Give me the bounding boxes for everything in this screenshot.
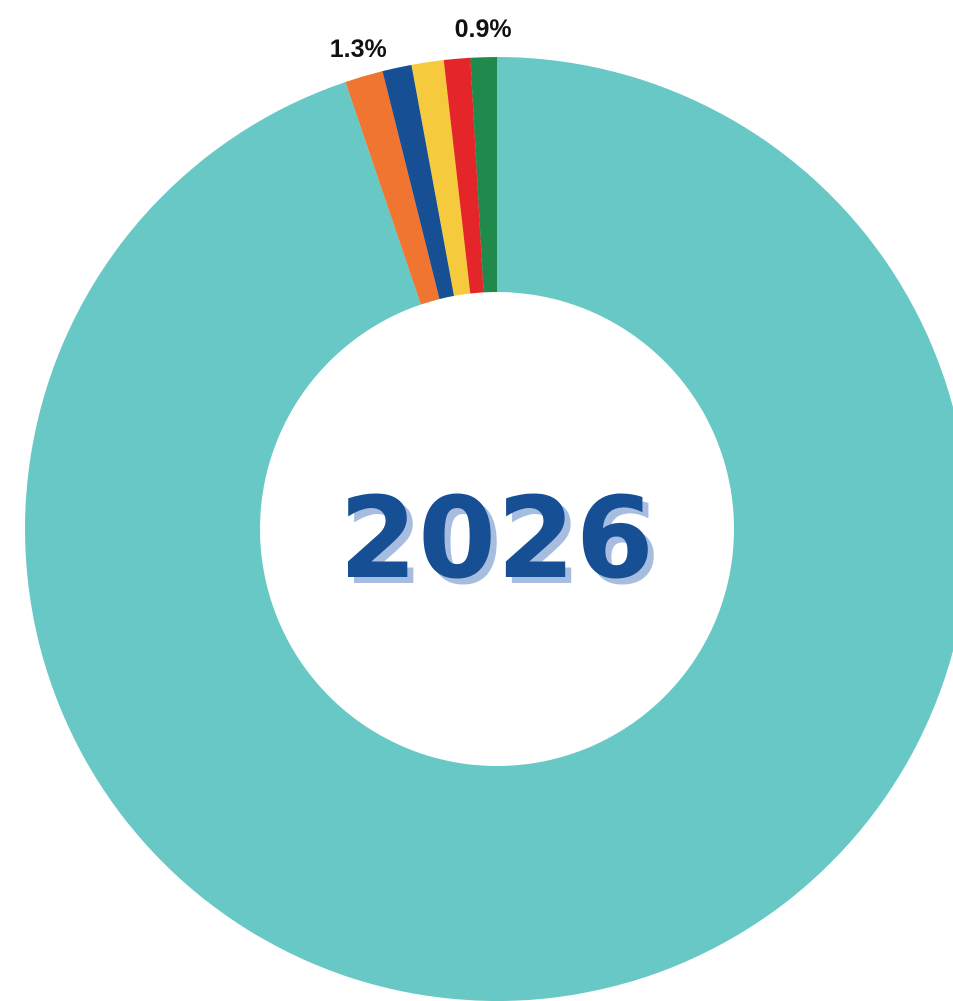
donut-slice-0 [25, 57, 953, 1001]
center-year-label-shadow: 2026 [345, 480, 661, 610]
slices-layer [25, 57, 953, 1001]
center-year-label: 2026 [339, 474, 655, 604]
slice-value-label-1: 1.3% [330, 35, 387, 63]
center-layer: 2026 2026 [339, 474, 661, 610]
donut-slice-2 [382, 64, 455, 300]
slice-value-label-5: 0.9% [455, 15, 512, 43]
labels-layer: 1.3% 0.9% [330, 15, 512, 63]
donut-slice-1 [345, 71, 440, 305]
donut-slice-5 [470, 57, 497, 293]
donut-slice-3 [411, 60, 471, 296]
donut-slice-4 [443, 57, 484, 294]
